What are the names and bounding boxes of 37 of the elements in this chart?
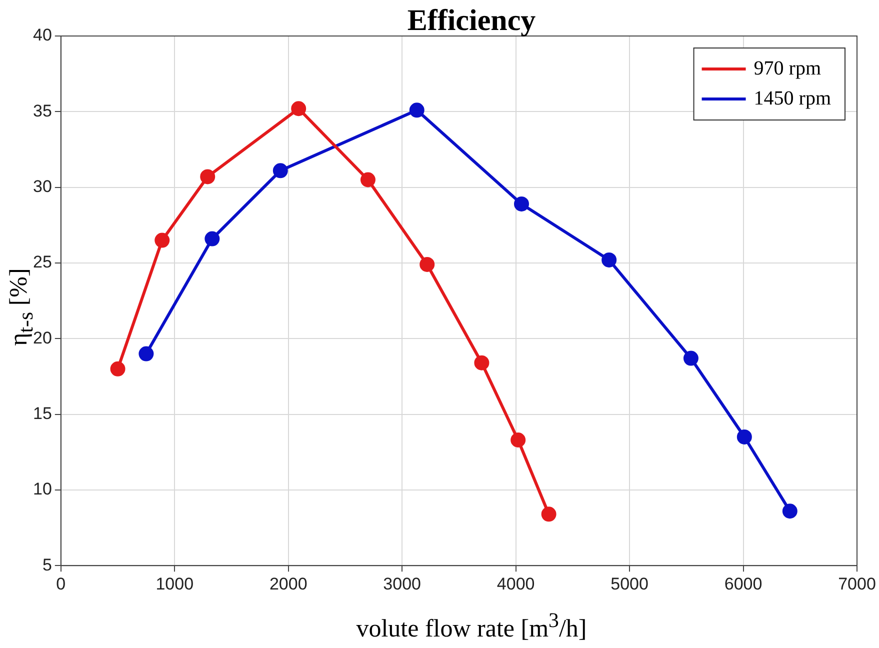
x-tick-label: 3000	[383, 574, 422, 594]
point	[514, 196, 530, 212]
point	[409, 102, 424, 118]
x-tick-label: 1000	[156, 574, 194, 594]
y-tick-label: 10	[32, 480, 52, 499]
point	[272, 163, 288, 178]
x-tick-label: 2000	[269, 574, 308, 594]
x-tick-label: 0	[56, 574, 66, 594]
chart-title: Efficiency	[406, 4, 537, 38]
legend-label: 970 rpm	[754, 57, 822, 80]
point	[138, 346, 154, 362]
y-tick-label: 40	[32, 26, 52, 45]
point	[736, 429, 752, 444]
x-axis-title: volute flow rate [m$^{3}$/h]	[355, 608, 588, 644]
point	[204, 231, 220, 246]
x-tick-label: 6000	[724, 574, 762, 594]
point	[510, 432, 526, 448]
y-tick-label: 35	[32, 101, 52, 120]
y-tick-label: 25	[32, 252, 52, 272]
point	[602, 252, 617, 268]
point	[541, 506, 556, 522]
point	[420, 256, 435, 272]
point	[154, 232, 170, 248]
point	[360, 172, 376, 188]
x-tick-label: 7000	[838, 574, 876, 594]
x-tick-label: 5000	[610, 574, 648, 594]
point	[683, 350, 698, 366]
y-tick-label: 15	[32, 404, 52, 423]
point	[782, 504, 798, 519]
point	[291, 101, 306, 116]
legend-label: 1450 rpm	[754, 87, 832, 110]
y-tick-label: 5	[42, 555, 52, 574]
point	[200, 169, 216, 184]
point	[110, 361, 126, 376]
x-tick-label: 4000	[496, 574, 535, 594]
y-tick-label: 30	[32, 177, 52, 196]
point	[474, 355, 490, 370]
